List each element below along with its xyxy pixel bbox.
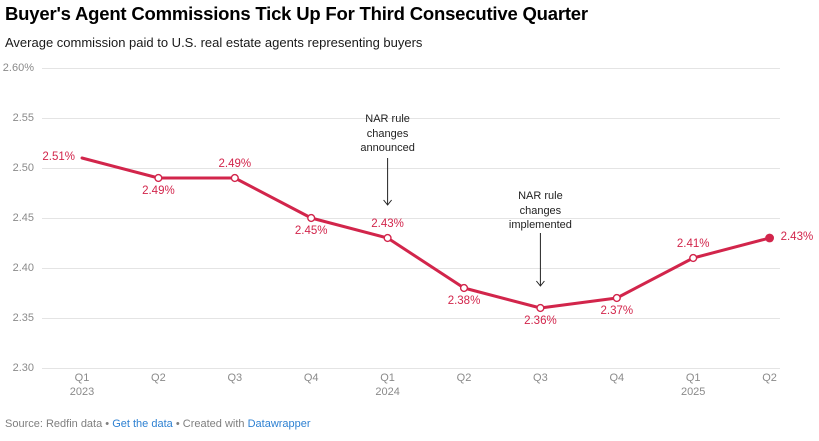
created-with-text: Created with [182, 418, 245, 430]
data-point-marker [689, 253, 698, 263]
x-axis-quarter: Q3 [533, 372, 548, 384]
data-point-marker [765, 233, 774, 243]
footer-separator: • [105, 418, 110, 430]
footer-separator: • [175, 418, 180, 430]
x-axis-label: Q4 [609, 372, 624, 386]
get-the-data-link[interactable]: Get the data [112, 418, 173, 430]
annotation-arrow-head [536, 280, 545, 287]
gridline [42, 268, 780, 269]
annotation-arrow-head [383, 199, 392, 206]
x-axis-quarter: Q1 [380, 372, 395, 384]
data-value-label: 2.51% [42, 151, 75, 163]
x-axis-quarter: Q2 [456, 372, 472, 384]
data-value-label: 2.37% [600, 305, 634, 317]
x-axis-label: Q2 [457, 372, 472, 386]
data-point-marker [230, 173, 239, 183]
y-axis-label: 2.55 [12, 111, 34, 124]
data-value-label: 2.49% [142, 185, 175, 197]
data-value-label: 2.43% [371, 218, 404, 230]
x-axis-label: Q3 [227, 372, 242, 386]
x-axis-quarter: Q4 [303, 372, 319, 384]
x-axis-year: 2023 [69, 385, 95, 398]
x-axis-label: Q4 [304, 372, 319, 386]
gridline [42, 168, 780, 169]
gridline [42, 218, 780, 219]
data-value-label: 2.43% [780, 231, 814, 243]
data-value-label: 2.36% [524, 315, 557, 327]
chart-subtitle: Average commission paid to U.S. real est… [5, 35, 423, 50]
x-axis-label: Q1 2023 [70, 372, 94, 399]
gridline [42, 68, 780, 69]
data-point-marker [459, 283, 469, 293]
y-axis-label: 2.40 [12, 261, 34, 274]
x-axis-quarter: Q4 [609, 372, 625, 384]
commission-line-series [80, 156, 772, 310]
data-point-marker [612, 293, 621, 303]
x-axis-label: Q1 2025 [681, 372, 705, 399]
data-value-label: 2.41% [676, 238, 710, 250]
source-text: Source: Redfin data [5, 418, 103, 430]
data-point-marker [383, 233, 392, 243]
annotation-text: NAR rule changes announced [360, 113, 415, 154]
x-axis-year: 2025 [680, 385, 706, 398]
datawrapper-link[interactable]: Datawrapper [247, 418, 311, 430]
x-axis-year: 2024 [375, 385, 400, 398]
x-axis-quarter: Q3 [227, 372, 243, 384]
y-axis-label: 2.35 [12, 311, 34, 324]
y-axis-label: 2.50 [12, 161, 34, 174]
gridline [42, 118, 780, 119]
gridline [42, 368, 780, 369]
y-axis-label: 2.30 [12, 361, 34, 374]
x-axis-quarter: Q1 [74, 372, 90, 384]
chart-title: Buyer's Agent Commissions Tick Up For Th… [5, 3, 588, 24]
y-axis-label: 2.60% [2, 61, 34, 74]
x-axis-label: Q1 2024 [375, 372, 399, 399]
data-point-marker [536, 303, 545, 313]
data-value-label: 2.49% [218, 158, 252, 170]
annotation-text: NAR rule changes implemented [508, 190, 572, 231]
data-value-label: 2.45% [294, 225, 328, 237]
data-value-label: 2.38% [447, 295, 481, 307]
x-axis-quarter: Q2 [151, 372, 166, 384]
gridline [42, 318, 780, 319]
y-axis-label: 2.45 [12, 211, 34, 224]
footer: Source: Redfin data • Get the data • Cre… [5, 418, 311, 430]
x-axis-label: Q3 [533, 372, 548, 386]
x-axis-label: Q2 [151, 372, 166, 386]
x-axis-quarter: Q1 [685, 372, 701, 384]
x-axis-quarter: Q2 [762, 372, 777, 384]
x-axis-label: Q2 [762, 372, 777, 386]
data-point-marker [154, 173, 163, 183]
